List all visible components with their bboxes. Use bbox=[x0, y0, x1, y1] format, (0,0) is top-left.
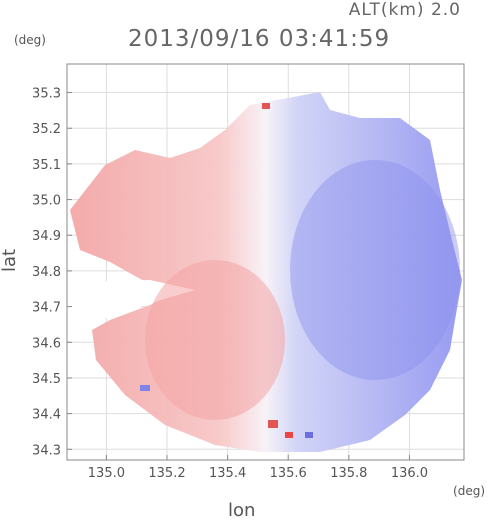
x-tick-label: 136.0 bbox=[391, 466, 428, 481]
y-tick-label: 34.5 bbox=[32, 372, 61, 387]
speckle-red bbox=[268, 420, 278, 428]
x-tick-label: 135.2 bbox=[148, 466, 185, 481]
x-axis-label: lon bbox=[228, 500, 256, 521]
speckle-blue bbox=[140, 385, 150, 391]
echo-area bbox=[67, 92, 462, 452]
altitude-label: ALT(km) 2.0 bbox=[348, 0, 461, 20]
y-tick-label: 35.2 bbox=[32, 122, 61, 137]
y-tick-label: 34.6 bbox=[32, 336, 61, 351]
y-tick-label: 34.3 bbox=[32, 443, 61, 458]
y-ticks: 34.3 34.4 34.5 34.6 34.7 34.8 34.9 35.0 35.1 35.2… bbox=[32, 87, 72, 458]
plot-frame bbox=[66, 63, 465, 461]
y-tick-label: 34.9 bbox=[32, 229, 61, 244]
y-tick-label: 35.3 bbox=[32, 87, 61, 102]
y-tick-label: 34.4 bbox=[32, 408, 61, 423]
speckle-red bbox=[285, 432, 293, 438]
negative-core bbox=[290, 160, 460, 380]
y-tick-label: 35.0 bbox=[32, 194, 61, 209]
y-tick-label: 35.1 bbox=[32, 158, 61, 173]
x-axis-unit: (deg) bbox=[453, 484, 485, 498]
positive-core bbox=[145, 260, 285, 420]
x-tick-label: 135.0 bbox=[88, 466, 125, 481]
x-tick-label: 135.4 bbox=[209, 466, 246, 481]
y-axis-unit: (deg) bbox=[14, 33, 46, 47]
y-tick-label: 34.7 bbox=[32, 301, 61, 316]
speckle-red bbox=[262, 103, 270, 109]
x-tick-label: 135.6 bbox=[270, 466, 307, 481]
chart-title: 2013/09/16 03:41:59 bbox=[128, 26, 391, 52]
x-tick-label: 135.8 bbox=[330, 466, 367, 481]
y-tick-label: 34.8 bbox=[32, 265, 61, 280]
speckle-blue bbox=[305, 432, 313, 438]
x-ticks: 135.0 135.2 135.4 135.6 135.8 136.0 bbox=[88, 455, 428, 481]
